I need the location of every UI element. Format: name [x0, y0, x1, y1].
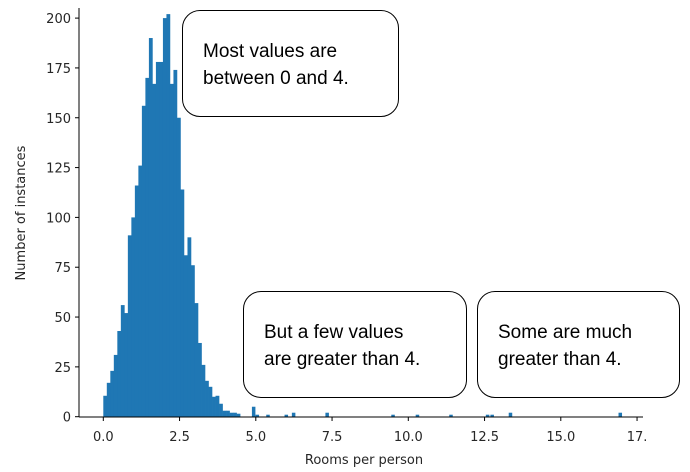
x-tick-label: 15.0	[546, 430, 575, 445]
y-tick-label: 0	[63, 411, 71, 426]
histogram-bar	[205, 380, 209, 417]
histogram-bar	[194, 303, 199, 417]
histogram-bar	[201, 364, 206, 417]
histogram-bar	[208, 386, 213, 417]
histogram-bar	[127, 235, 132, 417]
x-tick-label: 12.5	[470, 430, 499, 445]
histogram-bar-outlier	[391, 414, 395, 417]
annotation-much-greater: Some are much greater than 4.	[477, 291, 680, 398]
bars-group	[103, 14, 623, 417]
histogram-bar	[124, 313, 129, 417]
histogram-bar	[219, 403, 223, 417]
y-tick-label: 125	[46, 162, 71, 177]
histogram-bar	[103, 395, 108, 417]
histogram-bar	[159, 61, 164, 417]
histogram-bar	[173, 69, 178, 417]
y-tick-label: 175	[46, 62, 71, 77]
y-tick-label: 75	[54, 261, 71, 276]
histogram-bar	[148, 38, 153, 417]
y-tick-label: 25	[54, 361, 71, 376]
histogram-bar-outlier	[325, 412, 329, 417]
x-tick-label: 7.5	[322, 430, 343, 445]
x-tick-label: 5.0	[245, 430, 266, 445]
x-tick-label: 10.0	[394, 430, 423, 445]
histogram-bar	[222, 410, 227, 417]
histogram-bar	[215, 395, 220, 417]
histogram-bar	[155, 61, 160, 417]
y-tick-label: 150	[46, 112, 71, 127]
histogram-bar-outlier	[251, 406, 256, 417]
x-tick-label: 17.	[627, 430, 648, 445]
histogram-bar	[110, 370, 115, 417]
x-tick-label: 0.0	[93, 430, 114, 445]
annotation-few-values: But a few values are greater than 4.	[243, 291, 467, 398]
histogram-bar-outlier	[508, 412, 513, 417]
histogram-bar	[226, 410, 230, 417]
histogram-bar	[176, 117, 181, 417]
histogram-bar-outlier	[415, 414, 420, 417]
histogram-bar	[236, 413, 241, 417]
x-ticks: 0.0 2.5 5.0 7.5 10.0 12.5 15.0 17.	[93, 417, 647, 445]
histogram-bar	[106, 382, 111, 417]
histogram-bar-outlier	[255, 414, 260, 417]
histogram-bar	[138, 165, 143, 417]
histogram-bar	[166, 14, 171, 417]
y-tick-label: 100	[46, 211, 71, 226]
histogram-bar	[113, 354, 118, 417]
histogram-bar-outlier	[618, 412, 623, 417]
y-ticks: 0 25 50 75 100 125 150 175 200	[46, 12, 79, 426]
annotation-most-values: Most values are between 0 and 4.	[182, 10, 399, 117]
histogram-bar-outlier	[449, 414, 453, 417]
y-tick-label: 50	[54, 311, 71, 326]
histogram-bar	[187, 237, 192, 417]
histogram-bar	[180, 189, 185, 417]
histogram-bar	[131, 217, 136, 417]
histogram-bar-outlier	[284, 414, 289, 417]
histogram-bar	[145, 77, 150, 417]
histogram-bar	[141, 105, 146, 417]
histogram-bar	[229, 412, 234, 417]
histogram-bar	[162, 18, 167, 417]
y-tick-label: 200	[46, 12, 71, 27]
histogram-bar	[198, 342, 202, 417]
histogram-bar-outlier	[490, 414, 494, 417]
histogram-bar	[169, 83, 174, 417]
histogram-bar	[117, 331, 122, 417]
histogram-bar	[183, 255, 188, 417]
histogram-bar-outlier	[485, 414, 490, 417]
histogram-bar-outlier	[291, 412, 296, 417]
histogram-bar	[134, 185, 139, 417]
histogram-bar-outlier	[266, 414, 270, 417]
histogram-bar	[190, 265, 195, 417]
x-tick-label: 2.5	[169, 430, 190, 445]
histogram-bar	[152, 83, 157, 417]
histogram-bar	[212, 396, 216, 417]
histogram-bar	[120, 305, 125, 417]
x-axis-label: Rooms per person	[305, 453, 423, 468]
histogram-bar	[233, 412, 237, 417]
y-axis-label: Number of instances	[14, 145, 29, 280]
